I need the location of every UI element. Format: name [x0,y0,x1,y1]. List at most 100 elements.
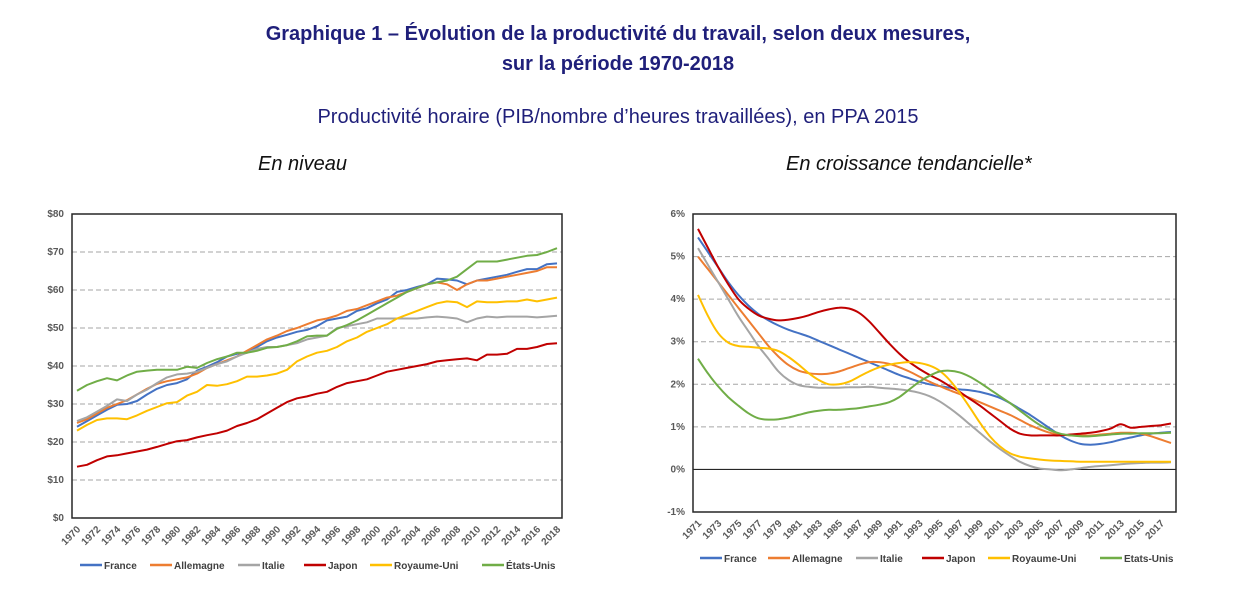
x-tick-label: 1999 [962,518,986,542]
series-line-france [76,262,558,428]
series-line-japon [76,342,558,468]
legend-label: France [104,561,137,572]
legend-label: États-Unis [506,559,556,572]
x-tick-label: 2001 [983,518,1007,542]
legend-label: Italie [880,554,903,565]
series-line-japon [697,228,1172,437]
legend-label: Japon [946,554,975,565]
x-tick-label: 2002 [380,524,404,548]
legend-item: Allemagne [768,554,843,565]
y-tick-label: $20 [47,437,64,448]
x-tick-label: 1979 [761,518,785,542]
x-tick-label: 1974 [100,524,124,548]
y-tick-label: 0% [671,464,686,475]
series-line-tatsunis [76,247,558,392]
x-tick-label: 1991 [882,518,906,542]
x-tick-label: 1981 [781,518,805,542]
legend-item: Italie [238,561,285,572]
figure-title-line-2: sur la période 1970-2018 [501,53,735,75]
y-tick-label: $0 [53,513,65,524]
x-tick-label: 2013 [1103,518,1127,542]
x-tick-label: 2014 [500,524,524,548]
series-line-allemagne [76,266,557,424]
x-tick-label: 1982 [180,524,204,548]
legend-item: France [80,561,137,572]
x-tick-label: 2018 [540,524,564,548]
x-tick-label: 1992 [280,524,304,548]
x-tick-label: 1977 [741,518,765,542]
series-line-allemagne [697,255,1172,444]
x-tick-label: 1997 [942,518,966,542]
x-tick-label: 1994 [300,524,324,548]
legend-label: Italie [262,561,285,572]
y-tick-label: 6% [671,209,686,220]
series-line-royaumeuni [76,296,558,432]
x-tick-label: 1996 [320,524,344,548]
legend-item: Japon [304,561,357,572]
x-tick-label: 2016 [520,524,544,548]
x-tick-label: 1987 [842,518,866,542]
legend-item: Royaume-Uni [370,561,459,572]
y-tick-label: 1% [671,422,686,433]
legend-label: Royaume-Uni [394,561,459,572]
x-tick-label: 1988 [240,524,264,548]
x-tick-label: 2003 [1003,518,1027,542]
plot-area-border [71,213,563,519]
x-tick-label: 2017 [1144,518,1168,542]
x-tick-label: 2008 [440,524,464,548]
x-tick-label: 2000 [360,524,384,548]
legend-item: France [700,554,757,565]
figure-subtitle: Productivité horaire (PIB/nombre d’heure… [317,106,919,128]
legend-item: Japon [922,554,975,565]
legend-item: Royaume-Uni [988,554,1077,565]
y-tick-label: -1% [667,507,685,518]
x-tick-label: 1984 [200,524,224,548]
legend-label: Etats-Unis [1124,554,1174,565]
x-tick-label: 2012 [480,524,504,548]
chart-growth: -1%0%1%2%3%4%5%6%19711973197519771979198… [667,209,1177,565]
series-line-italie [76,314,558,423]
y-tick-label: 2% [671,379,686,390]
x-tick-label: 2011 [1084,518,1107,541]
legend-label: Royaume-Uni [1012,554,1077,565]
x-tick-label: 1993 [902,518,926,542]
y-tick-label: 5% [671,252,686,263]
series-line-royaumeuni [697,294,1171,463]
chart-level: $0$10$20$30$40$50$60$70$8019701972197419… [47,209,563,572]
y-tick-label: $70 [47,247,64,258]
legend-item: Allemagne [150,561,225,572]
y-tick-label: $10 [47,475,64,486]
chart-title-growth: En croissance tendancielle* [786,153,1032,175]
x-tick-label: 1983 [801,518,825,542]
x-tick-label: 1980 [160,524,184,548]
y-tick-label: $30 [47,399,64,410]
legend-label: Japon [328,561,357,572]
x-tick-label: 2006 [420,524,444,548]
x-tick-label: 1995 [922,518,946,542]
x-tick-label: 1986 [220,524,244,548]
series-line-tatsunis [697,358,1172,438]
x-tick-label: 1990 [260,524,284,548]
series-line-france [697,236,1172,446]
y-tick-label: $40 [47,361,64,372]
x-tick-label: 2009 [1063,518,1087,542]
chart-title-level: En niveau [258,153,347,175]
x-tick-label: 1971 [681,518,705,542]
x-tick-label: 1978 [140,524,164,548]
x-tick-label: 1973 [701,518,725,542]
series-line-italie [697,247,1172,472]
y-tick-label: 3% [671,337,686,348]
y-tick-label: 4% [671,294,686,305]
legend-label: France [724,554,757,565]
legend-item: États-Unis [482,559,556,572]
y-tick-label: $80 [47,209,64,220]
y-tick-label: $50 [47,323,64,334]
x-tick-label: 1976 [120,524,144,548]
x-tick-label: 2004 [400,524,424,548]
x-tick-label: 2010 [460,524,484,548]
legend-item: Etats-Unis [1100,554,1174,565]
x-tick-label: 1998 [340,524,364,548]
x-tick-label: 1970 [60,524,84,548]
x-tick-label: 2015 [1123,518,1147,542]
plot-area-border [692,213,1177,513]
